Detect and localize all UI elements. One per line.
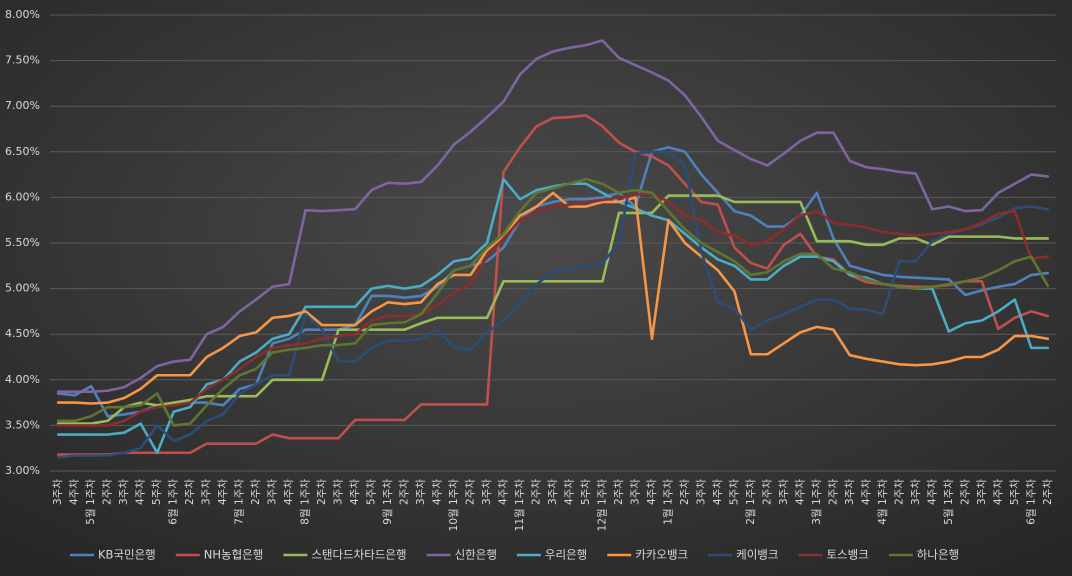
x-tick-label: 2주차 bbox=[250, 479, 262, 505]
x-tick-label: 6월 1주차 bbox=[168, 479, 180, 525]
x-tick-label: 2월 1주차 bbox=[745, 479, 757, 525]
legend-label: 신한은행 bbox=[455, 548, 497, 562]
x-tick-label: 3주차 bbox=[201, 479, 213, 505]
x-tick-label: 8월 1주차 bbox=[300, 479, 312, 525]
series-line bbox=[56, 150, 1050, 459]
x-tick-label: 2주차 bbox=[399, 479, 411, 505]
y-tick-label: 4.00% bbox=[5, 373, 40, 386]
series-line bbox=[56, 39, 1050, 393]
legend-label: KB국민은행 bbox=[98, 548, 156, 562]
legend-label: 스탠다드차타드은행 bbox=[311, 548, 406, 562]
x-tick-label: 4월 1주차 bbox=[877, 479, 889, 525]
x-tick-label: 4주차 bbox=[283, 479, 295, 505]
x-tick-label: 2주차 bbox=[613, 479, 625, 505]
x-tick-label: 5월 1주차 bbox=[943, 479, 955, 525]
x-tick-label: 6월 1주차 bbox=[1025, 479, 1037, 525]
series-line bbox=[56, 191, 1050, 405]
x-tick-label: 2주차 bbox=[959, 479, 971, 505]
grid bbox=[50, 14, 1056, 472]
x-tick-label: 5주차 bbox=[728, 479, 740, 505]
x-tick-label: 12월 1주차 bbox=[596, 479, 608, 532]
x-tick-label: 2주차 bbox=[465, 479, 477, 505]
x-tick-label: 2주차 bbox=[102, 479, 114, 505]
legend-label: 토스뱅크 bbox=[826, 548, 868, 562]
x-tick-label: 7월 1주차 bbox=[234, 479, 246, 525]
x-tick-label: 2주차 bbox=[761, 479, 773, 505]
legend-label: NH농협은행 bbox=[204, 548, 264, 562]
x-tick-label: 2주차 bbox=[316, 479, 328, 505]
y-tick-label: 7.00% bbox=[5, 99, 40, 112]
x-tick-label: 4주차 bbox=[498, 479, 510, 505]
plot bbox=[56, 39, 1050, 459]
legend: KB국민은행 NH농협은행 스탠다드차타드은행 신한은행 우리은행 카카오뱅크 케이뱅크 토스… bbox=[70, 548, 959, 562]
axis: 3.00% 3.50% 4.00% 4.50% 5.00% 5.50% 6.00% 6.50%… bbox=[5, 8, 1054, 531]
x-tick-label: 4주차 bbox=[135, 479, 147, 505]
legend-label: 카카오뱅크 bbox=[635, 548, 688, 562]
series-line bbox=[56, 191, 1050, 427]
x-tick-label: 3주차 bbox=[118, 479, 130, 505]
x-tick-label: 4주차 bbox=[926, 479, 938, 505]
x-tick-label: 1월 1주차 bbox=[662, 479, 674, 525]
x-tick-label: 2주차 bbox=[184, 479, 196, 505]
series-line bbox=[56, 145, 1050, 418]
x-tick-label: 2주차 bbox=[1042, 479, 1054, 505]
x-tick-label: 4주차 bbox=[69, 479, 81, 505]
x-tick-label: 5주차 bbox=[1009, 479, 1021, 505]
y-tick-label: 6.00% bbox=[5, 190, 40, 203]
y-tick-label: 3.00% bbox=[5, 464, 40, 477]
x-tick-label: 11월 1주차 bbox=[514, 479, 526, 532]
legend-label: 하나은행 bbox=[917, 548, 959, 562]
y-tick-label: 8.00% bbox=[5, 8, 40, 21]
x-tick-label: 4주차 bbox=[432, 479, 444, 505]
y-tick-label: 5.00% bbox=[5, 282, 40, 295]
x-tick-label: 5주차 bbox=[366, 479, 378, 505]
x-tick-label: 3주차 bbox=[844, 479, 856, 505]
x-tick-label: 4주차 bbox=[860, 479, 872, 505]
x-tick-label: 4주차 bbox=[992, 479, 1004, 505]
series-line bbox=[56, 194, 1050, 425]
x-tick-label: 4주차 bbox=[712, 479, 724, 505]
x-tick-label: 3주차 bbox=[629, 479, 641, 505]
x-tick-label: 4주차 bbox=[217, 479, 229, 505]
x-tick-label: 3주차 bbox=[778, 479, 790, 505]
series-line bbox=[56, 177, 1050, 427]
x-tick-label: 2주차 bbox=[893, 479, 905, 505]
x-tick-label: 10월 1주차 bbox=[448, 479, 460, 532]
y-tick-label: 5.50% bbox=[5, 236, 40, 249]
x-tick-label: 3주차 bbox=[52, 479, 64, 505]
x-tick-label: 4주차 bbox=[349, 479, 361, 505]
x-tick-label: 3주차 bbox=[267, 479, 279, 505]
x-tick-label: 3주차 bbox=[695, 479, 707, 505]
x-tick-label: 3주차 bbox=[547, 479, 559, 505]
x-tick-label: 2주차 bbox=[531, 479, 543, 505]
legend-label: 케이뱅크 bbox=[736, 548, 778, 562]
x-tick-label: 4주차 bbox=[794, 479, 806, 505]
x-tick-label: 3주차 bbox=[910, 479, 922, 505]
x-tick-label: 4주차 bbox=[646, 479, 658, 505]
legend-label: 우리은행 bbox=[545, 548, 587, 562]
x-tick-label: 4주차 bbox=[563, 479, 575, 505]
x-tick-label: 3월 1주차 bbox=[811, 479, 823, 525]
y-tick-label: 4.50% bbox=[5, 327, 40, 340]
x-tick-label: 3주차 bbox=[481, 479, 493, 505]
x-tick-label: 3주차 bbox=[976, 479, 988, 505]
x-tick-label: 9월 1주차 bbox=[382, 479, 394, 525]
x-tick-label: 3주차 bbox=[415, 479, 427, 505]
x-tick-label: 5월 1주차 bbox=[85, 479, 97, 525]
x-tick-label: 2주차 bbox=[827, 479, 839, 505]
x-tick-label: 5주차 bbox=[580, 479, 592, 505]
y-tick-label: 3.50% bbox=[5, 418, 40, 431]
x-tick-label: 5주차 bbox=[151, 479, 163, 505]
y-tick-label: 7.50% bbox=[5, 54, 40, 67]
x-tick-label: 3주차 bbox=[333, 479, 345, 505]
y-tick-label: 6.50% bbox=[5, 145, 40, 158]
x-tick-label: 2주차 bbox=[679, 479, 691, 505]
